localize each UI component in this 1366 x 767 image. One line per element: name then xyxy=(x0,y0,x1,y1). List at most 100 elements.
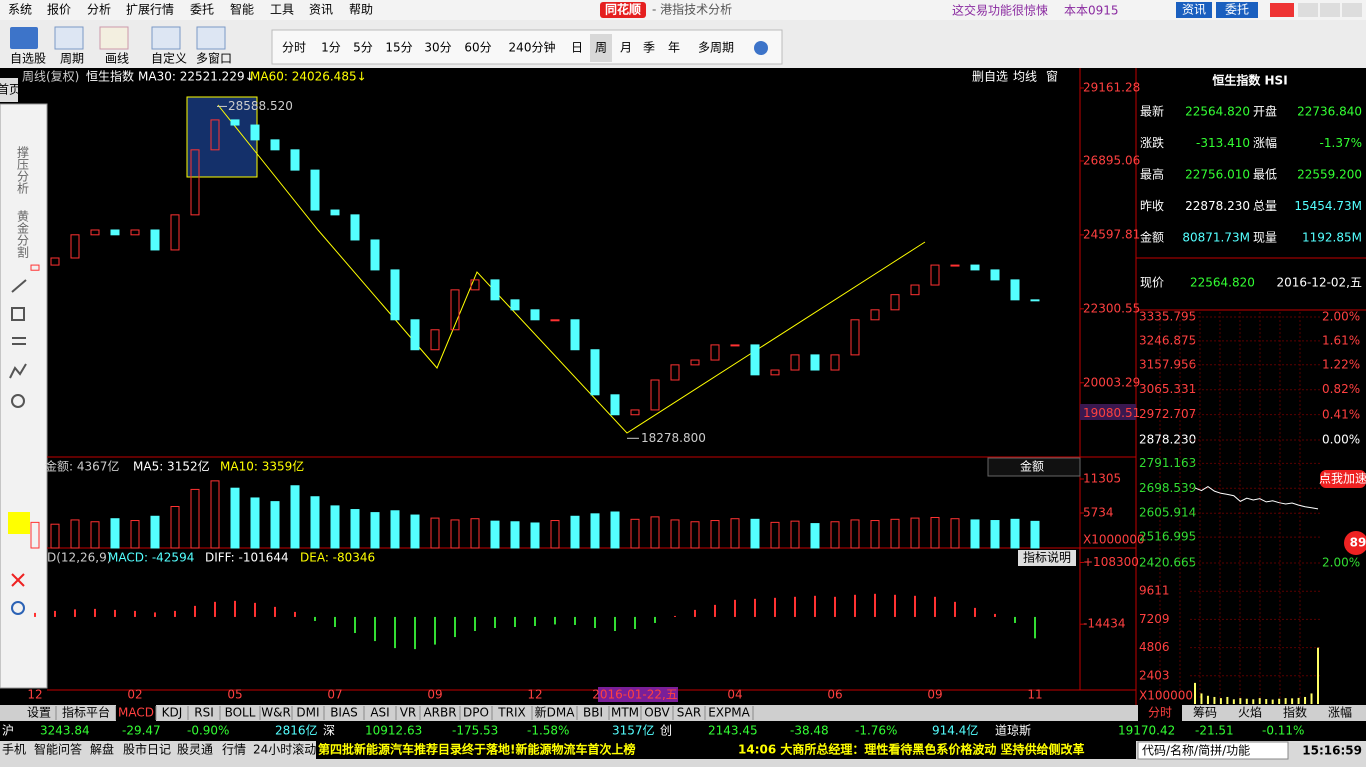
menu-item[interactable]: 扩展行情 xyxy=(126,3,174,17)
chart-button[interactable]: 删自选 xyxy=(972,70,1008,84)
indicator-tab[interactable]: RSI xyxy=(194,706,214,720)
menu-item[interactable]: 分析 xyxy=(87,3,111,17)
period[interactable]: 30分 xyxy=(424,41,451,55)
user: 本本0915 xyxy=(1064,4,1119,18)
selector[interactable]: 金额 xyxy=(1020,459,1044,474)
help[interactable]: 指标说明 xyxy=(1023,550,1071,565)
period[interactable]: 多周期 xyxy=(698,41,734,55)
indicator-tab[interactable]: BIAS xyxy=(330,706,358,720)
home-tab[interactable] xyxy=(0,78,18,102)
period[interactable]: 5分 xyxy=(353,41,373,55)
status-link[interactable]: 股市日记 xyxy=(123,742,171,757)
menu-item[interactable]: 智能 xyxy=(230,2,254,17)
search-box[interactable] xyxy=(1137,741,1289,760)
status-link[interactable]: 24小时滚动 xyxy=(253,742,316,757)
y-tick-label: 2791.163 xyxy=(1139,456,1196,470)
indicator-tab[interactable]: KDJ xyxy=(162,706,183,720)
indicator-tab[interactable]: DPO xyxy=(463,706,489,720)
quote-value: -313.410 xyxy=(1196,136,1250,150)
popup[interactable]: 点我加速 xyxy=(1319,472,1366,486)
indicator-tab[interactable]: BOLL xyxy=(225,706,256,720)
right-tab[interactable]: 涨幅 xyxy=(1328,705,1352,720)
indicator-tab[interactable]: 设置 xyxy=(27,706,51,720)
period[interactable]: 年 xyxy=(668,41,680,55)
menu-item[interactable]: 报价 xyxy=(47,2,71,17)
right-tab[interactable]: 筹码 xyxy=(1193,706,1217,720)
quote-title: 恒生指数 HSI xyxy=(1212,73,1287,88)
quote-value: 22736.840 xyxy=(1297,105,1362,119)
status-link[interactable]: 手机 xyxy=(2,743,26,757)
period[interactable]: 15分 xyxy=(385,41,412,55)
tool-button[interactable]: 周期 xyxy=(60,52,84,66)
selector-box[interactable] xyxy=(987,457,1081,477)
side-tool[interactable]: 黄金分割 xyxy=(16,210,30,258)
status-link[interactable]: 智能问答 xyxy=(34,742,82,757)
chart-button[interactable]: 均线 xyxy=(1013,70,1037,84)
tool-button[interactable]: 自定义 xyxy=(151,51,187,66)
menu-item[interactable]: 资讯 xyxy=(309,3,333,17)
volume-bar xyxy=(510,521,520,549)
chart-button[interactable]: 窗 xyxy=(1046,70,1058,84)
y-tick-label: 3065.331 xyxy=(1139,382,1196,396)
period[interactable]: 周 xyxy=(595,41,607,55)
help-btn[interactable] xyxy=(1018,550,1076,566)
window-btn[interactable] xyxy=(1320,3,1340,17)
tool-button[interactable]: 画线 xyxy=(105,52,129,66)
period[interactable]: 季 xyxy=(643,41,655,55)
menu-button[interactable]: 委托 xyxy=(1225,3,1249,17)
indicator-tab[interactable]: OBV xyxy=(644,706,670,720)
menu-item[interactable]: 系统 xyxy=(8,3,32,17)
indicator-tab[interactable]: BBI xyxy=(583,706,603,720)
indicator-tab[interactable]: ARBR xyxy=(423,706,456,720)
diff: DIFF: -101644 xyxy=(205,551,289,565)
period[interactable]: 60分 xyxy=(464,41,491,55)
tool-button[interactable]: 多窗口 xyxy=(196,52,232,66)
quote-label: 总量 xyxy=(1253,199,1277,213)
x-tick-label: 07 xyxy=(327,688,342,702)
status-link[interactable]: 行情 xyxy=(222,743,246,757)
indicator-tab[interactable]: TRIX xyxy=(497,706,525,720)
menu-item[interactable]: 委托 xyxy=(190,3,214,17)
period[interactable]: 1分 xyxy=(321,41,341,55)
tool-button[interactable]: 自选股 xyxy=(10,52,46,66)
window-btn[interactable] xyxy=(1342,3,1362,17)
menu-item[interactable]: 工具 xyxy=(270,3,294,17)
popup-bg[interactable] xyxy=(1320,470,1366,488)
right-tab[interactable]: 分时 xyxy=(1148,706,1172,720)
indicator-tab[interactable]: EXPMA xyxy=(708,706,750,720)
tab-bar xyxy=(0,705,1366,721)
indicator-tab[interactable]: SAR xyxy=(677,706,701,720)
window-btn[interactable] xyxy=(1270,3,1294,17)
menu-button[interactable]: 资讯 xyxy=(1182,3,1206,17)
candle xyxy=(170,214,180,251)
volume-bar xyxy=(530,522,540,549)
period[interactable]: 240分钟 xyxy=(509,40,556,55)
period[interactable]: 月 xyxy=(620,41,632,55)
indicator-tab[interactable]: W&R xyxy=(261,706,291,720)
status-link[interactable]: 解盘 xyxy=(90,742,114,757)
indicator-tab[interactable]: MACD xyxy=(118,706,154,720)
indicator-tab[interactable]: MTM xyxy=(611,706,639,720)
news[interactable]: 第四批新能源汽车推荐目录终于落地!新能源物流车首次上榜 xyxy=(318,742,635,757)
home-tab[interactable]: 首页 xyxy=(0,83,21,97)
volume-bar xyxy=(370,512,380,549)
side-tool[interactable]: 撑压分析 xyxy=(16,145,30,195)
candle xyxy=(730,344,740,347)
indicator-tab[interactable]: ASI xyxy=(370,706,389,720)
candle xyxy=(690,359,700,366)
indicator-tab[interactable]: 新DMA xyxy=(535,705,576,720)
menu-item[interactable]: 帮助 xyxy=(349,3,373,17)
period[interactable]: 日 xyxy=(571,41,583,55)
period[interactable]: 分时 xyxy=(282,41,306,55)
indicator-tab[interactable]: 指标平台 xyxy=(62,705,110,720)
indicator-tab[interactable]: DMI xyxy=(296,706,319,720)
right-tab[interactable]: 指数 xyxy=(1283,705,1307,720)
notice[interactable]: 这交易功能很惊悚 xyxy=(952,3,1048,18)
right-tab[interactable]: 火焰 xyxy=(1238,705,1262,720)
search[interactable]: 代码/名称/简拼/功能 xyxy=(1142,743,1250,758)
news[interactable]: 14:06 大商所总经理：理性看待黑色系价格波动 坚持供给侧改革 xyxy=(738,742,1085,757)
indicator-tab[interactable]: VR xyxy=(400,706,417,720)
status-link[interactable]: 股灵通 xyxy=(177,743,213,757)
window-btn[interactable] xyxy=(1298,3,1318,17)
candle xyxy=(230,119,240,126)
